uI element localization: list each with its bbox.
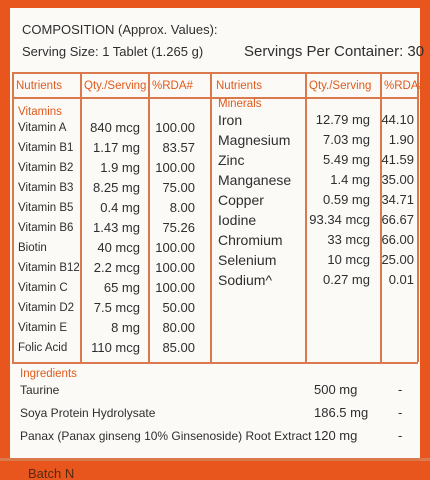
ingredient-name: Taurine [20,383,60,397]
ingredient-name: Soya Protein Hydrolysate [20,406,156,420]
quantity: 500 mg [314,382,358,397]
nutrient-name: Copper [218,192,264,208]
rda: 83.57 [162,140,195,155]
rule [80,72,82,362]
rda: - [398,428,403,443]
quantity: 186.5 mg [314,405,369,420]
batch-text: Batch N [28,466,75,480]
nutrient-name: Biotin [18,242,47,254]
rule [380,72,382,362]
nutrient-name: Selenium [218,252,277,268]
rda: 80.00 [162,320,195,335]
rda: 8.00 [169,200,195,215]
rule [12,72,14,362]
nutrient-name: Vitamin B12 [18,262,80,274]
quantity: 7.03 mg [323,132,370,147]
rda: 66.00 [381,232,414,247]
rule [12,362,418,364]
nutrient-name: Vitamin B6 [18,222,74,234]
quantity: 120 mg [314,428,358,443]
nutrient-name: Sodium^ [218,272,273,288]
column-header: Nutrients [16,80,63,92]
quantity: 1.4 mg [330,172,370,187]
label [10,8,420,460]
quantity: 1.9 mg [100,160,140,175]
rda: 75.26 [162,220,195,235]
rule [305,72,307,362]
rda: 44.10 [381,112,414,127]
rda: 66.67 [381,212,414,227]
quantity: 8 mg [111,320,140,335]
section-title: Ingredients [20,368,77,380]
column-header: Qty./Serving [84,80,147,92]
servings-per-container: Servings Per Container: 30 [244,43,425,60]
rule [12,97,418,99]
rda: - [398,405,403,420]
rda: 25.00 [381,252,414,267]
rda: 41.59 [381,152,414,167]
quantity: 840 mcg [90,120,140,135]
nutrient-name: Zinc [218,152,245,168]
nutrient-name: Vitamin B2 [18,162,74,174]
rule [0,458,430,461]
nutrient-name: Vitamin E [18,322,68,334]
nutrient-name: Iodine [218,212,257,228]
rda: 50.00 [162,300,195,315]
quantity: 0.4 mg [100,200,140,215]
rda: 100.00 [155,260,195,275]
column-header: Qty./Serving [309,80,372,92]
nutrient-name: Magnesium [218,132,291,148]
rda: 100.00 [155,120,195,135]
quantity: 2.2 mcg [93,260,140,275]
quantity: 93.34 mcg [309,212,370,227]
rda: 0.01 [388,272,414,287]
quantity: 65 mg [103,280,140,295]
rda: 34.71 [381,192,414,207]
quantity: 8.25 mg [93,180,140,195]
rda: - [398,382,403,397]
rule [210,72,212,362]
section-title: Vitamins [18,106,62,118]
quantity: 0.27 mg [323,272,370,287]
column-header: %RDA# [152,80,193,92]
quantity: 1.43 mg [93,220,140,235]
rda: 100.00 [155,280,195,295]
rda: 100.00 [155,240,195,255]
rda: 85.00 [162,340,195,355]
nutrient-name: Iron [218,112,243,128]
quantity: 40 mcg [97,240,140,255]
nutrient-name: Folic Acid [18,342,68,354]
rule [417,72,419,362]
ingredient-name: Panax (Panax ginseng 10% Ginsenoside) Ro… [20,429,312,443]
nutrient-name: Vitamin D2 [18,302,75,314]
nutrient-name: Vitamin B1 [18,142,74,154]
quantity: 0.59 mg [323,192,370,207]
column-header: Nutrients [216,80,263,92]
nutrient-name: Chromium [218,232,283,248]
rda: 100.00 [155,160,195,175]
rda: 75.00 [162,180,195,195]
quantity: 5.49 mg [323,152,370,167]
rule [148,72,150,362]
composition-title: COMPOSITION (Approx. Values): [22,22,218,37]
nutrient-name: Vitamin C [18,282,68,294]
nutrient-name: Vitamin B3 [18,182,74,194]
column-header: %RDA# [384,80,425,92]
quantity: 1.17 mg [93,140,140,155]
quantity: 10 mcg [327,252,370,267]
quantity: 12.79 mg [315,112,370,127]
nutrient-name: Vitamin B5 [18,202,74,214]
quantity: 33 mcg [327,232,370,247]
nutrient-name: Manganese [218,172,292,188]
nutrient-name: Vitamin A [18,122,67,134]
quantity: 7.5 mcg [93,300,140,315]
rule [12,72,418,74]
rda: 35.00 [381,172,414,187]
quantity: 110 mcg [91,340,140,355]
rda: 1.90 [388,132,414,147]
serving-size: Serving Size: 1 Tablet (1.265 g) [22,44,204,59]
section-title: Minerals [218,98,262,110]
